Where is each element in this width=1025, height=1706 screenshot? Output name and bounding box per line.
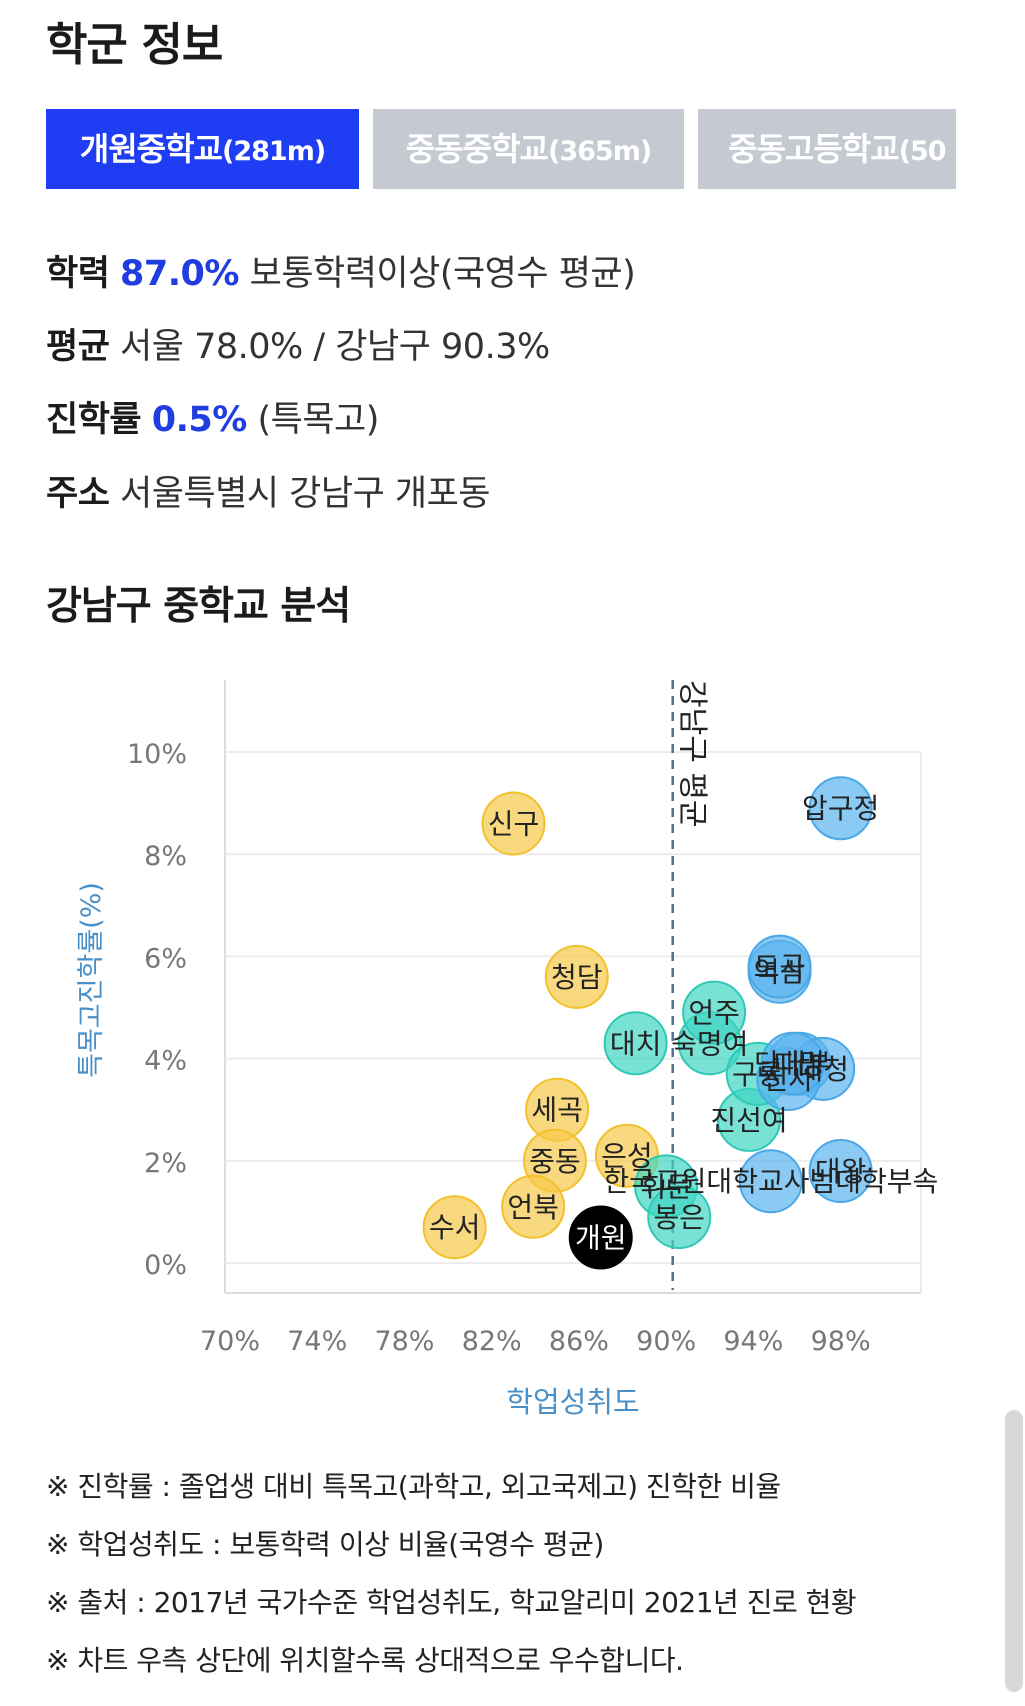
data-label: 청담 [551, 961, 603, 994]
tab-school-2[interactable]: 중동고등학교(50 [698, 109, 956, 189]
data-label: 언북 [507, 1191, 559, 1224]
data-label: 대치 [610, 1027, 662, 1060]
y-tick-label: 4% [144, 1046, 187, 1077]
x-tick-label: 98% [811, 1326, 871, 1357]
data-point [603, 1011, 668, 1076]
data-label: 개원 [575, 1221, 627, 1254]
info-address: 주소 서울특별시 강남구 개포동 [46, 465, 490, 516]
data-point [422, 1195, 487, 1260]
data-point [568, 1205, 633, 1270]
info-label: 주소 [46, 474, 110, 514]
average-line-label: 강남구 평균 [675, 680, 710, 828]
page-title: 학군 정보 [46, 18, 223, 71]
data-label: 단대부 [754, 1048, 831, 1081]
tab-school-0[interactable]: 개원중학교(281m) [46, 109, 359, 189]
info-label: 학력 [46, 254, 110, 294]
y-tick-label: 0% [144, 1250, 187, 1281]
y-tick-label: 8% [144, 841, 187, 872]
tab-school-distance: (365m) [548, 136, 652, 167]
data-label: 은성 [601, 1140, 653, 1173]
data-point [808, 1139, 873, 1204]
note-item: ※ 차트 우측 상단에 위치할수록 상대적으로 우수합니다. [46, 1644, 684, 1677]
x-tick-label: 78% [374, 1326, 434, 1357]
data-label: 숙명여 [671, 1027, 748, 1060]
data-label: 도곡 [754, 951, 806, 984]
note-item: ※ 진학률 : 졸업생 대비 특목고(과학고, 외고국제고) 진학한 비율 [46, 1470, 781, 1503]
advancement-value: 0.5% [151, 400, 248, 440]
x-axis-label: 학업성취도 [506, 1385, 639, 1419]
note-item: ※ 학업성취도 : 보통학력 이상 비율(국영수 평균) [46, 1528, 604, 1561]
tab-school-1[interactable]: 중동중학교(365m) [373, 109, 684, 189]
data-point [747, 934, 812, 999]
data-label: 세곡 [531, 1094, 583, 1127]
data-label: 언주 [688, 997, 740, 1030]
data-label: 신사 [763, 1063, 815, 1096]
data-label: 대청 [797, 1053, 849, 1086]
scatter-chart: 0% 2% 4% 6% 8% 10% 70% 74% 78% 82% 86% 90% 94% 98% 학업성… [76, 680, 938, 1419]
data-point [501, 1174, 566, 1239]
data-point [738, 1149, 803, 1214]
school-tabs: 개원중학교(281m) 중동중학교(365m) 중동고등학교(50 [46, 109, 956, 189]
info-label: 진학률 [46, 400, 142, 440]
info-average: 평균 서울 78.0% / 강남구 90.3% [46, 318, 550, 369]
data-point [544, 944, 609, 1009]
y-axis-label: 특목고진학률(%) [76, 882, 107, 1078]
achievement-value: 87.0% [120, 254, 239, 294]
data-label: 한국교원대학교사범대학부속 [603, 1165, 938, 1198]
x-tick-label: 74% [287, 1326, 347, 1357]
data-point [760, 1031, 825, 1096]
x-tick-label: 82% [462, 1326, 522, 1357]
tab-school-name: 중동고등학교 [728, 130, 900, 168]
data-point [481, 791, 546, 856]
data-label: 신구 [488, 808, 540, 841]
data-label: 대명 [773, 1048, 825, 1081]
data-label: 휘문 [640, 1170, 692, 1203]
data-point [647, 1185, 712, 1250]
note-item: ※ 출처 : 2017년 국가수준 학업성취도, 학교알리미 2021년 진로 … [46, 1586, 857, 1619]
x-tick-label: 94% [723, 1326, 783, 1357]
tab-school-name: 중동중학교 [405, 130, 549, 168]
y-tick-label: 6% [144, 943, 187, 974]
notes: ※ 진학률 : 졸업생 대비 특목고(과학고, 외고국제고) 진학한 비율 ※ … [46, 1465, 857, 1697]
scrollbar[interactable] [1005, 1410, 1023, 1692]
address-text: 서울특별시 강남구 개포동 [120, 474, 490, 514]
data-point [682, 980, 747, 1045]
info-advancement: 진학률 0.5% (특목고) [46, 391, 379, 442]
y-tick-label: 10% [127, 739, 187, 770]
average-text: 서울 78.0% / 강남구 90.3% [120, 327, 550, 367]
section-title: 강남구 중학교 분석 [46, 584, 351, 629]
data-label: 수서 [429, 1211, 481, 1244]
data-label: 봉은 [653, 1201, 705, 1234]
data-label: 역삼 [754, 956, 806, 989]
data-label: 대왕 [815, 1155, 867, 1188]
x-tick-label: 86% [549, 1326, 609, 1357]
x-tick-label: 70% [200, 1326, 260, 1357]
tab-school-distance: (50 [898, 136, 947, 167]
y-tick-label: 2% [144, 1148, 187, 1179]
data-label: 구룡 [732, 1058, 784, 1091]
advancement-desc: (특목고) [257, 400, 379, 440]
data-label: 진선여 [710, 1104, 787, 1137]
data-label: 중동 [529, 1145, 581, 1178]
data-point [808, 776, 873, 841]
info-achievement: 학력 87.0% 보통학력이상(국영수 평균) [46, 245, 636, 296]
x-tick-label: 90% [636, 1326, 696, 1357]
tab-school-distance: (281m) [222, 136, 326, 167]
info-label: 평균 [46, 327, 110, 367]
data-label: 압구정 [802, 792, 879, 825]
tab-school-name: 개원중학교 [79, 130, 223, 168]
achievement-desc: 보통학력이상(국영수 평균) [249, 254, 636, 294]
